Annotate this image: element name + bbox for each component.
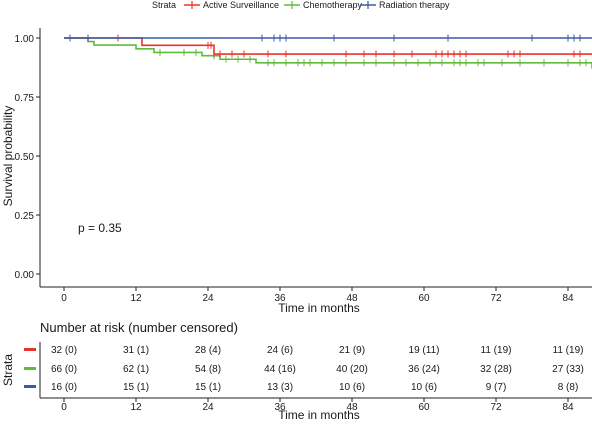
x-tick-label: 48 bbox=[346, 293, 358, 304]
x-tick-label: 72 bbox=[490, 293, 502, 304]
risk-x-tick-label: 12 bbox=[130, 402, 142, 413]
risk-x-tick-label: 60 bbox=[418, 402, 430, 413]
risk-table-y-label: Strata bbox=[1, 354, 15, 386]
y-tick-label: 0.25 bbox=[15, 211, 35, 222]
risk-x-tick-label: 84 bbox=[562, 402, 574, 413]
risk-table-cell: 28 (4) bbox=[195, 345, 221, 356]
x-axis-label: Time in months bbox=[278, 301, 360, 315]
risk-table-cell: 8 (8) bbox=[558, 382, 579, 393]
x-axis: 0 12 24 36 48 60 72 84 bbox=[40, 286, 592, 304]
risk-x-tick-label: 48 bbox=[346, 402, 358, 413]
risk-table-cell: 11 (19) bbox=[553, 345, 584, 356]
risk-table-rows: 32 (0) 31 (1) 28 (4) 24 (6) 21 (9) 19 (11) 11 … bbox=[24, 345, 584, 393]
risk-table-cell: 54 (8) bbox=[195, 364, 221, 375]
y-tick-label: 0.50 bbox=[15, 152, 35, 163]
y-axis-label: Survival probability bbox=[1, 106, 15, 207]
y-tick-label: 1.00 bbox=[15, 34, 35, 45]
risk-table-title: Number at risk (number censored) bbox=[40, 320, 238, 335]
risk-table-cell: 13 (3) bbox=[267, 382, 293, 393]
risk-table-cell: 32 (0) bbox=[51, 345, 77, 356]
risk-row-color-key bbox=[24, 348, 36, 351]
risk-x-tick-label: 36 bbox=[274, 402, 286, 413]
risk-x-tick-label: 72 bbox=[490, 402, 502, 413]
legend-label-radiation-therapy: Radiation therapy bbox=[379, 0, 450, 10]
legend-label-active-surveillance: Active Surveillance bbox=[203, 0, 279, 10]
risk-x-tick-label: 0 bbox=[61, 402, 67, 413]
x-tick-label: 36 bbox=[274, 293, 286, 304]
x-tick-label: 0 bbox=[61, 293, 67, 304]
y-axis: 0.00 0.25 0.50 0.75 1.00 bbox=[15, 28, 41, 287]
x-tick-label: 84 bbox=[562, 293, 574, 304]
risk-table-cell: 40 (20) bbox=[336, 364, 368, 375]
risk-table-cell: 19 (11) bbox=[409, 345, 440, 356]
risk-table-cell: 27 (33) bbox=[552, 364, 584, 375]
risk-table-cell: 36 (24) bbox=[408, 364, 440, 375]
risk-table-cell: 10 (6) bbox=[339, 382, 365, 393]
risk-table-cell: 11 (19) bbox=[481, 345, 512, 356]
legend-item-active-surveillance: Active Surveillance bbox=[184, 0, 279, 10]
risk-table-cell: 31 (1) bbox=[123, 345, 149, 356]
risk-table: Number at risk (number censored) Strata … bbox=[1, 320, 592, 422]
p-value-annotation: p = 0.35 bbox=[78, 221, 122, 235]
risk-table-cell: 32 (28) bbox=[480, 364, 512, 375]
legend-item-radiation-therapy: Radiation therapy bbox=[360, 0, 450, 10]
survival-curve-active-surveillance bbox=[64, 37, 592, 55]
risk-table-cell: 44 (16) bbox=[264, 364, 296, 375]
risk-table-cell: 62 (1) bbox=[123, 364, 149, 375]
legend-label-chemotherapy: Chemotherapy bbox=[303, 0, 363, 10]
risk-table-cell: 15 (1) bbox=[195, 382, 221, 393]
risk-table-cell: 66 (0) bbox=[51, 364, 77, 375]
survival-plot: Survival probability Time in months p = … bbox=[1, 28, 592, 315]
y-tick-label: 0.00 bbox=[15, 270, 35, 281]
x-tick-label: 24 bbox=[202, 293, 214, 304]
risk-row-color-key bbox=[24, 385, 36, 388]
legend-title: Strata bbox=[152, 0, 176, 10]
risk-table-cell: 15 (1) bbox=[123, 382, 149, 393]
risk-table-cell: 9 (7) bbox=[486, 382, 507, 393]
legend: Strata Active Surveillance Chemotherapy … bbox=[152, 0, 450, 10]
risk-row-color-key bbox=[24, 367, 36, 370]
survival-curve-chemotherapy bbox=[64, 37, 592, 69]
risk-table-cell: 10 (6) bbox=[411, 382, 437, 393]
risk-x-tick-label: 24 bbox=[202, 402, 214, 413]
legend-item-chemotherapy: Chemotherapy bbox=[284, 0, 363, 10]
risk-table-cell: 16 (0) bbox=[51, 382, 77, 393]
y-tick-label: 0.75 bbox=[15, 93, 35, 104]
x-tick-label: 12 bbox=[130, 293, 142, 304]
series-layer bbox=[64, 34, 592, 69]
risk-table-cell: 24 (6) bbox=[267, 345, 293, 356]
risk-table-x-label: Time in months bbox=[278, 408, 360, 422]
risk-table-x-axis: 0 12 24 36 48 60 72 84 bbox=[39, 342, 592, 413]
risk-table-cell: 21 (9) bbox=[339, 345, 365, 356]
x-tick-label: 60 bbox=[418, 293, 430, 304]
